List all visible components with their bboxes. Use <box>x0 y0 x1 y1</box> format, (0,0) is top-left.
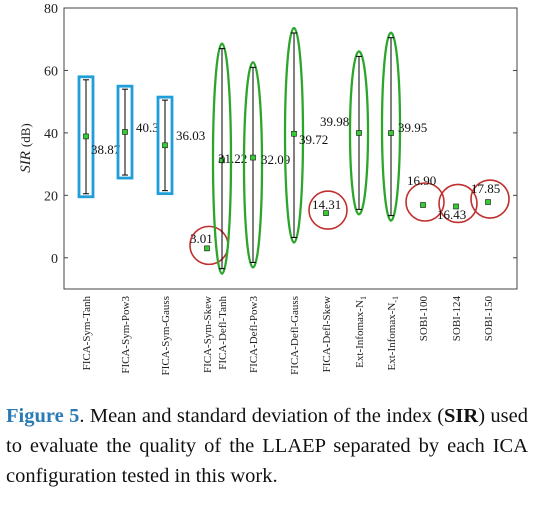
highlight-circle <box>405 182 445 222</box>
mean-value-label: 39.72 <box>299 132 328 147</box>
highlight-circle <box>308 190 348 230</box>
x-tick-label: SOBI-150 <box>483 296 495 342</box>
mean-value-label: 3.01 <box>190 231 213 246</box>
x-tick-label: SOBI-100 <box>418 296 430 342</box>
mean-value-label: 40.3 <box>136 120 159 135</box>
x-tick-label-text: FICA-Defl-Gauss <box>289 296 301 375</box>
mean-marker <box>291 130 297 137</box>
mean-marker <box>356 130 362 136</box>
mean-marker <box>204 245 210 252</box>
highlight-ellipse <box>348 50 370 216</box>
mean-value-label: 38.87 <box>91 142 121 157</box>
y-axis: 0 20 40 60 80 <box>44 2 517 267</box>
y-tick-label: 80 <box>44 2 58 17</box>
mean-marker <box>219 157 225 164</box>
highlight-ellipse <box>283 26 305 244</box>
x-tick-label-text: FICA-Sym-Skew <box>202 296 214 373</box>
y-tick-label: 0 <box>51 252 58 267</box>
figure-label: Figure 5 <box>6 405 80 427</box>
highlight-box <box>116 84 134 180</box>
x-tick-label: FICA-Sym-Skew <box>202 296 214 373</box>
x-tick-label: FICA-Defl-Tanh <box>217 296 229 370</box>
mean-marker <box>250 154 256 161</box>
mean-marker <box>122 129 128 135</box>
x-tick-label: SOBI-124 <box>451 296 463 342</box>
highlight-ellipse <box>380 31 402 222</box>
highlight-box <box>77 75 95 199</box>
mean-value-label: 36.03 <box>176 128 205 143</box>
mean-marker <box>83 133 89 140</box>
mean-value-label: 14.31 <box>312 197 341 212</box>
highlight-ellipse <box>211 42 233 275</box>
x-tick-label-text: FICA-Defl-Pow3 <box>248 296 260 373</box>
mean-marker <box>485 199 491 205</box>
sir-chart: 0 20 40 60 80 SIR (dB) 38.87 40.3 36.03 3.01 31.2… <box>18 2 518 376</box>
highlight-box <box>156 95 174 196</box>
x-tick-label-text: Ext-Infomax-N <box>386 303 398 371</box>
y-tick-label: 60 <box>44 64 58 79</box>
x-tick-label: FICA-Defl-Skew <box>321 296 333 372</box>
x-tick-label: FICA-Sym-Tanh <box>81 296 93 371</box>
x-tick-label: FICA-Defl-Pow3 <box>248 296 260 373</box>
mean-marker <box>162 142 168 149</box>
highlight-circle <box>438 183 478 224</box>
x-tick-label: FICA-Sym-Gauss <box>160 296 172 375</box>
figure-caption: Figure 5. Mean and standard deviation of… <box>6 401 528 491</box>
mean-value-label: 39.98 <box>320 114 349 129</box>
x-tick-label-subscript: -1 <box>391 296 400 303</box>
y-tick-label: 20 <box>44 189 58 204</box>
x-tick-label-subscript: 1 <box>359 296 368 300</box>
y-tick-label: 40 <box>44 127 58 142</box>
x-tick-label-text: FICA-Defl-Skew <box>321 296 333 372</box>
mean-value-label: 16.90 <box>407 173 436 188</box>
y-axis-label: SIR (dB) <box>18 123 34 173</box>
x-tick-label-text: FICA-Sym-Pow3 <box>120 296 132 374</box>
x-tick-label-text: FICA-Sym-Gauss <box>160 296 172 375</box>
mean-value-label: 17.85 <box>471 181 500 196</box>
y-axis-unit: (dB) <box>18 123 33 147</box>
mean-marker <box>323 210 329 216</box>
x-tick-label-text: FICA-Defl-Tanh <box>217 296 229 370</box>
x-tick-label: FICA-Sym-Pow3 <box>120 296 132 374</box>
mean-value-label: 16.43 <box>437 207 466 222</box>
x-tick-label-text: Ext-Infomax-N <box>354 300 366 368</box>
mean-value-label: 31.22 <box>218 151 247 166</box>
x-tick-label-text: SOBI-150 <box>483 296 495 342</box>
x-tick-label: Ext-Infomax-N-1 <box>386 296 400 370</box>
x-tick-label: Ext-Infomax-N1 <box>354 296 368 368</box>
mean-value-label: 32.09 <box>261 152 290 167</box>
x-tick-label: FICA-Defl-Gauss <box>289 296 301 375</box>
highlight-circle <box>470 179 510 219</box>
x-axis-labels: FICA-Sym-Tanh FICA-Sym-Pow3 FICA-Sym-Gauss… <box>81 296 495 376</box>
mean-marker <box>420 202 426 208</box>
caption-bold-term: SIR <box>444 405 479 427</box>
mean-value-label: 39.95 <box>398 120 427 135</box>
chart-marks: 38.87 40.3 36.03 3.01 31.22 32.09 39.72 14.31 39… <box>77 26 510 275</box>
plot-frame <box>63 7 518 290</box>
mean-marker <box>388 130 394 136</box>
caption-text-1: . Mean and standard deviation of the ind… <box>79 405 445 427</box>
x-tick-label-text: SOBI-124 <box>451 296 463 342</box>
x-tick-label-text: FICA-Sym-Tanh <box>81 296 93 371</box>
highlight-ellipse <box>242 61 264 269</box>
mean-marker <box>453 203 459 210</box>
x-tick-label-text: SOBI-100 <box>418 296 430 342</box>
caption-text-2: ) used to evaluate the quality of the LL… <box>6 405 529 487</box>
y-axis-variable: SIR <box>18 151 34 173</box>
